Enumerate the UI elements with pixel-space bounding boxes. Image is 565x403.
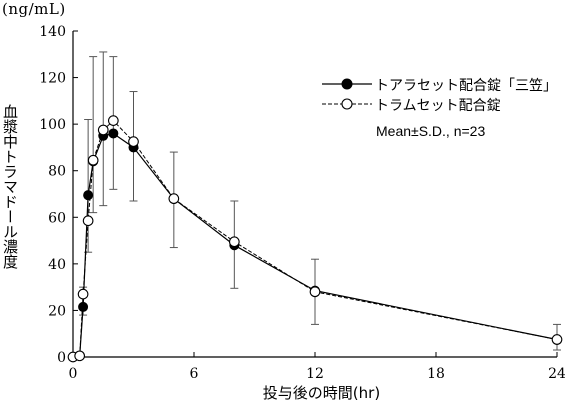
point-tramset [87, 154, 99, 166]
y-tick-label: 80 [48, 164, 66, 180]
series-markers [67, 115, 563, 363]
x-tick-label: 18 [427, 366, 445, 382]
legend-label-tramset: トラムセット配合錠 [375, 98, 501, 114]
y-tick-label: 140 [39, 24, 66, 40]
point-tramset [74, 350, 86, 362]
legend-marker-mikasa [341, 78, 353, 90]
series-line-mikasa [72, 132, 558, 358]
x-tick-label: 0 [69, 366, 78, 382]
x-tick-label: 12 [306, 366, 324, 382]
y-tick-label: 100 [39, 117, 66, 133]
point-tramset [309, 286, 321, 298]
point-mikasa [83, 190, 94, 201]
y-unit-label: (ng/mL) [2, 0, 66, 18]
point-tramset [82, 215, 94, 227]
y-tick-label: 60 [48, 210, 66, 226]
x-tick-label: 6 [190, 366, 199, 382]
y-tick-label: 120 [39, 71, 66, 87]
legend-marker-tramset [341, 98, 353, 110]
point-tramset [168, 193, 180, 205]
point-mikasa [78, 301, 89, 312]
point-tramset [107, 115, 119, 126]
point-tramset [551, 334, 563, 345]
stats-note: Mean±S.D., n=23 [376, 123, 486, 139]
x-axis-label-row: 投与後の時間(hr) [0, 382, 565, 403]
y-tick-label: 40 [48, 257, 66, 273]
x-tick-label: 24 [548, 366, 565, 382]
point-tramset [228, 236, 240, 248]
legend-marks [322, 78, 372, 110]
legend-label-mikasa: トアラセット配合錠「三笠」 [375, 78, 557, 94]
series-lines [72, 119, 558, 358]
point-tramset [77, 288, 89, 300]
y-axis-label: 血漿中トラマドール濃度 [1, 104, 19, 269]
series-line-tramset [72, 119, 558, 358]
point-tramset [97, 124, 109, 136]
point-tramset [128, 136, 139, 147]
y-tick-label: 0 [57, 350, 66, 366]
y-tick-label: 20 [48, 303, 66, 319]
point-mikasa [108, 128, 119, 139]
x-axis-label: 投与後の時間(hr) [262, 384, 381, 402]
